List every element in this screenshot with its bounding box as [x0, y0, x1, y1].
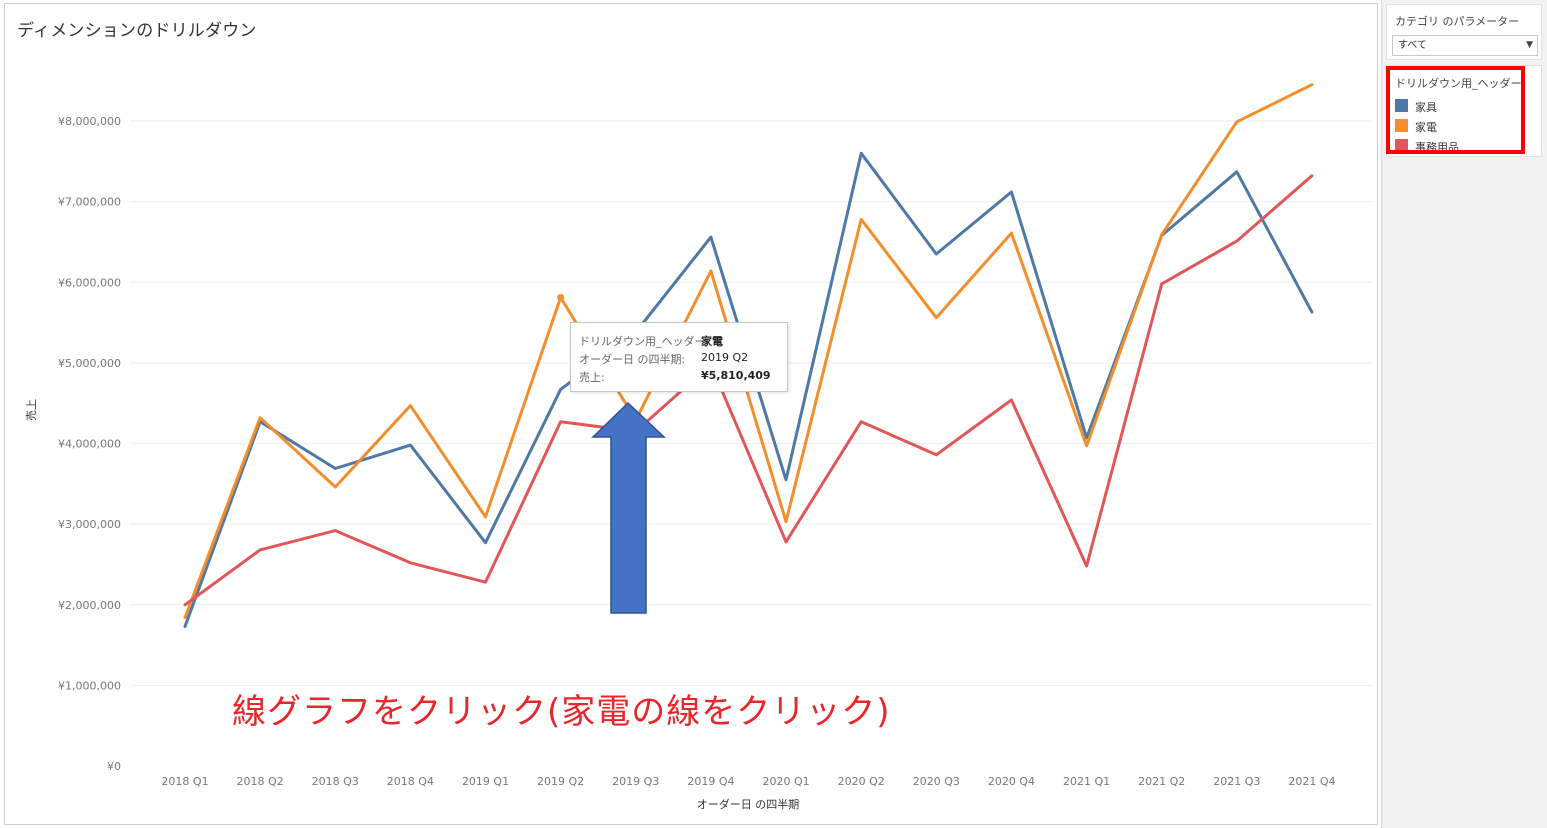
category-parameter-dropdown[interactable]: すべて ▼: [1392, 35, 1538, 56]
line-chart[interactable]: ¥0 ¥1,000,000 ¥2,000,000 ¥3,000,000 ¥4,000,0…: [0, 0, 1380, 828]
x-tick-label: 2019 Q4: [687, 775, 734, 788]
selected-point-marker[interactable]: [557, 294, 565, 302]
x-tick-label: 2018 Q3: [312, 775, 359, 788]
worksheet: ディメンションのドリルダウン: [4, 3, 1378, 825]
legend-label: 事務用品: [1415, 141, 1459, 154]
y-tick-label: ¥7,000,000: [58, 196, 121, 209]
x-tick-label: 2021 Q4: [1288, 775, 1335, 788]
y-tick-label: ¥5,000,000: [58, 357, 121, 370]
x-tick-label: 2021 Q1: [1063, 775, 1110, 788]
x-tick-label: 2019 Q1: [462, 775, 509, 788]
parameter-card: カテゴリ のパラメーター すべて ▼: [1386, 4, 1542, 60]
tooltip-value: 2019 Q2: [701, 351, 749, 364]
y-tick-label: ¥1,000,000: [58, 679, 121, 692]
arrow-shape: [591, 401, 666, 614]
x-tick-label: 2018 Q4: [387, 775, 434, 788]
legend-label: 家具: [1415, 101, 1437, 114]
x-tick-label: 2018 Q1: [161, 775, 208, 788]
tooltip-value: ¥5,810,409: [701, 369, 771, 382]
up-arrow-callout: [591, 401, 666, 614]
x-tick-label: 2020 Q3: [913, 775, 960, 788]
x-tick-label: 2020 Q1: [762, 775, 809, 788]
y-tick-label: ¥3,000,000: [58, 518, 121, 531]
legend-title: ドリルダウン用_ヘッダー: [1395, 77, 1522, 90]
x-tick-label: 2019 Q2: [537, 775, 584, 788]
legend-swatch: [1395, 119, 1408, 132]
x-tick-label: 2020 Q2: [838, 775, 885, 788]
color-legend: ドリルダウン用_ヘッダー 家具 家電 事務用品: [1386, 65, 1542, 157]
dropdown-value: すべて: [1398, 40, 1427, 51]
series-line[interactable]: [183, 174, 1314, 607]
legend-swatch: [1395, 139, 1408, 152]
tooltip: ドリルダウン用_ヘッダー: 家電 オーダー日 の四半期: 2019 Q2 売上:…: [570, 322, 788, 392]
tooltip-key: 売上:: [579, 371, 605, 384]
sheet-title: ディメンションのドリルダウン: [17, 21, 257, 41]
legend-label: 家電: [1415, 121, 1437, 134]
x-tick-label: 2021 Q3: [1213, 775, 1260, 788]
y-axis-title: 売上: [25, 399, 38, 421]
tooltip-key: オーダー日 の四半期:: [579, 353, 686, 366]
x-tick-label: 2018 Q2: [237, 775, 284, 788]
tooltip-value: 家電: [701, 335, 723, 348]
y-tick-label: ¥8,000,000: [58, 115, 121, 128]
y-tick-label: ¥0: [107, 760, 121, 773]
series-line[interactable]: [183, 83, 1314, 620]
x-tick-label: 2020 Q4: [988, 775, 1035, 788]
tooltip-key: ドリルダウン用_ヘッダー:: [579, 335, 710, 348]
instruction-annotation: 線グラフをクリック(家電の線をクリック): [232, 692, 891, 732]
y-tick-label: ¥6,000,000: [58, 276, 121, 289]
y-tick-label: ¥4,000,000: [58, 438, 121, 451]
x-axis: 2018 Q1 2018 Q2 2018 Q3 2018 Q4 2019 Q1 2019 …: [161, 775, 1335, 788]
legend-swatch: [1395, 99, 1408, 112]
side-panel: カテゴリ のパラメーター すべて ▼ ドリルダウン用_ヘッダー 家具 家電 事務…: [1381, 0, 1547, 828]
x-tick-label: 2019 Q3: [612, 775, 659, 788]
y-axis: ¥0 ¥1,000,000 ¥2,000,000 ¥3,000,000 ¥4,000,0…: [58, 115, 121, 773]
dropdown-caret-icon[interactable]: ▼: [1526, 40, 1533, 50]
x-axis-title: オーダー日 の四半期: [697, 797, 800, 811]
x-tick-label: 2021 Q2: [1138, 775, 1185, 788]
gridlines: [130, 120, 1372, 686]
y-tick-label: ¥2,000,000: [58, 599, 121, 612]
parameter-title: カテゴリ のパラメーター: [1395, 15, 1520, 28]
